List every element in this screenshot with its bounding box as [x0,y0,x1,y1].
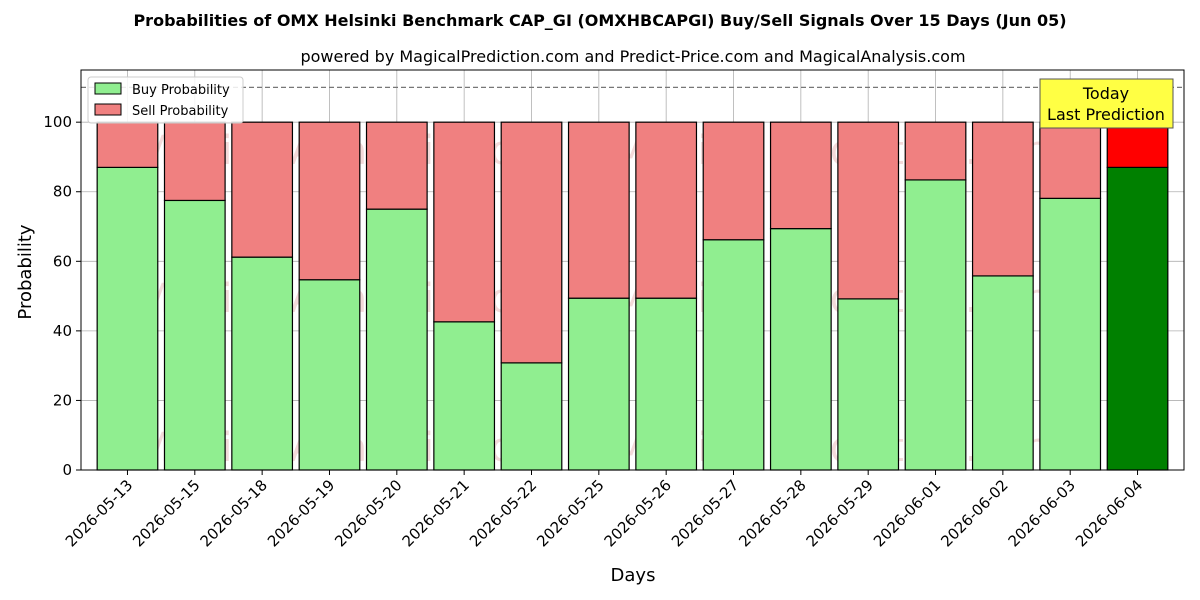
axes-frame [80,69,1185,471]
y-tick-label: 40 [53,322,72,340]
buy-bar [1106,166,1169,471]
x-tick-label: 2026-05-13 [62,476,136,550]
sell-bar [500,121,563,364]
x-tick-label: 2026-05-20 [331,476,405,550]
legend-box [87,76,244,124]
sell-bar [433,121,496,323]
sell-bar [231,121,294,258]
sell-bar [1106,121,1169,168]
buy-bar [500,362,563,471]
buy-bar [971,275,1034,471]
buy-bar [365,208,428,471]
x-tick-label: 2026-05-21 [399,476,473,550]
x-tick-label: 2026-06-01 [870,476,944,550]
x-tick-label: 2026-05-25 [533,476,607,550]
sell-bar [96,121,159,168]
sell-bar [163,121,226,202]
sell-bar [635,121,698,299]
sell-bar [1039,121,1102,199]
buy-bar [96,166,159,471]
sell-bar [769,121,832,230]
x-tick-label: 2026-05-29 [803,476,877,550]
y-tick-label: 0 [62,461,72,479]
legend-swatch-buy [94,82,122,95]
x-tick-label: 2026-06-03 [1005,476,1079,550]
buy-bar [298,279,361,471]
y-axis-label: Probability [15,224,36,319]
y-tick-label: 80 [53,183,72,201]
legend-label-buy: Buy Probability [132,83,230,98]
buy-bar [567,297,630,471]
annotation-text: Today [1082,84,1129,103]
x-tick-label: 2026-05-26 [601,476,675,550]
buy-bar [1039,197,1102,471]
x-axis-label: Days [611,565,656,586]
sell-bar [971,121,1034,277]
annotation-text: Last Prediction [1047,105,1165,124]
buy-bar [231,256,294,471]
y-tick-label: 20 [53,391,72,409]
legend-swatch-sell [94,103,122,116]
chart-title: Probabilities of OMX Helsinki Benchmark … [133,11,1066,30]
buy-bar [837,298,900,471]
legend-label-sell: Sell Probability [132,104,229,119]
plot-area: MagicalAnalysis.comMagicalPrediction.com… [43,69,1185,550]
chart-subtitle: powered by MagicalPrediction.com and Pre… [300,47,965,66]
sell-bar [365,121,428,210]
buy-bar [635,297,698,471]
sell-bar [904,121,967,181]
sell-bar [567,121,630,299]
sell-bar [837,121,900,300]
sell-bar [702,121,765,241]
buy-bar [904,179,967,471]
buy-bar [702,239,765,471]
x-tick-label: 2026-05-19 [264,476,338,550]
sell-bar [298,121,361,281]
y-tick-label: 100 [43,113,72,131]
legend: Buy Probability Sell Probability [87,76,244,124]
x-tick-label: 2026-05-15 [129,476,203,550]
buy-bar [769,228,832,471]
annotation-box [1039,78,1174,129]
x-tick-label: 2026-06-04 [1072,476,1146,550]
buy-bar [163,199,226,471]
today-annotation: Today Last Prediction [1039,78,1174,129]
x-tick-label: 2026-05-27 [668,476,742,550]
x-tick-label: 2026-05-22 [466,476,540,550]
buy-bar [433,321,496,471]
y-tick-label: 60 [53,252,72,270]
x-tick-label: 2026-06-02 [937,476,1011,550]
x-tick-label: 2026-05-28 [735,476,809,550]
x-tick-label: 2026-05-18 [197,476,271,550]
